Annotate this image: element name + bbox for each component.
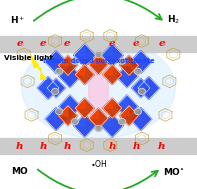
Circle shape	[56, 108, 63, 115]
Circle shape	[95, 51, 102, 57]
Polygon shape	[89, 54, 108, 75]
Text: h: h	[158, 142, 165, 151]
Polygon shape	[103, 98, 112, 108]
Text: MO: MO	[11, 167, 28, 176]
Polygon shape	[47, 78, 65, 98]
Polygon shape	[59, 65, 81, 88]
Text: h: h	[40, 142, 47, 151]
Text: e: e	[109, 40, 116, 48]
Polygon shape	[59, 95, 70, 106]
Polygon shape	[45, 51, 56, 62]
Polygon shape	[45, 108, 67, 131]
Circle shape	[134, 68, 141, 74]
Polygon shape	[103, 98, 122, 118]
Text: e: e	[40, 40, 47, 48]
Circle shape	[95, 125, 102, 131]
Text: e: e	[64, 40, 70, 48]
Polygon shape	[116, 65, 138, 88]
Polygon shape	[59, 55, 77, 75]
Polygon shape	[130, 108, 141, 119]
Polygon shape	[132, 78, 150, 98]
Bar	[0, 138, 197, 154]
Text: e: e	[158, 40, 165, 48]
Polygon shape	[116, 95, 138, 118]
Polygon shape	[89, 108, 108, 128]
Text: Indium doped polyoxotitanate: Indium doped polyoxotitanate	[43, 58, 154, 64]
Circle shape	[71, 119, 78, 125]
Circle shape	[52, 88, 59, 94]
Text: e: e	[133, 40, 139, 48]
Polygon shape	[130, 108, 152, 131]
Text: $\bullet$OH: $\bullet$OH	[90, 158, 107, 169]
Circle shape	[119, 58, 126, 64]
Polygon shape	[130, 51, 141, 62]
Polygon shape	[120, 106, 129, 116]
Text: h: h	[16, 142, 23, 151]
Polygon shape	[59, 106, 68, 116]
Polygon shape	[120, 55, 138, 75]
Polygon shape	[116, 65, 127, 76]
Polygon shape	[75, 64, 94, 85]
Polygon shape	[101, 114, 112, 126]
Text: MO$^{\bullet}$: MO$^{\bullet}$	[163, 166, 184, 177]
Polygon shape	[59, 55, 68, 65]
Polygon shape	[116, 95, 127, 106]
Polygon shape	[75, 98, 85, 108]
Text: e: e	[16, 40, 23, 48]
Polygon shape	[37, 77, 59, 99]
Circle shape	[119, 119, 126, 125]
Text: h: h	[109, 142, 116, 151]
Polygon shape	[59, 65, 70, 76]
Polygon shape	[75, 98, 94, 118]
Ellipse shape	[22, 38, 175, 138]
Polygon shape	[45, 51, 67, 73]
Text: H$_2$: H$_2$	[167, 14, 180, 26]
Text: Visible light: Visible light	[4, 55, 53, 61]
Polygon shape	[130, 51, 152, 73]
Polygon shape	[31, 54, 46, 80]
Polygon shape	[132, 78, 141, 88]
Circle shape	[71, 58, 78, 64]
Polygon shape	[47, 78, 56, 88]
Polygon shape	[37, 77, 48, 88]
Polygon shape	[103, 64, 112, 75]
Polygon shape	[101, 44, 123, 67]
Polygon shape	[59, 95, 81, 118]
Bar	[0, 36, 197, 52]
Polygon shape	[101, 44, 112, 55]
Circle shape	[134, 108, 141, 115]
Text: h: h	[132, 142, 140, 151]
Polygon shape	[74, 114, 96, 137]
Polygon shape	[74, 114, 85, 126]
Polygon shape	[59, 106, 77, 126]
Ellipse shape	[89, 54, 108, 128]
Polygon shape	[120, 106, 138, 126]
Circle shape	[138, 88, 145, 94]
Polygon shape	[138, 77, 160, 99]
Polygon shape	[138, 77, 149, 88]
Text: h: h	[63, 142, 71, 151]
Text: H$^+$: H$^+$	[10, 14, 25, 26]
Polygon shape	[103, 64, 122, 85]
Polygon shape	[120, 55, 129, 65]
Polygon shape	[89, 54, 98, 64]
Polygon shape	[101, 114, 123, 137]
Polygon shape	[75, 64, 85, 75]
Circle shape	[56, 68, 63, 74]
Polygon shape	[74, 44, 85, 55]
Polygon shape	[89, 108, 98, 118]
Polygon shape	[74, 44, 96, 67]
Polygon shape	[45, 108, 56, 119]
